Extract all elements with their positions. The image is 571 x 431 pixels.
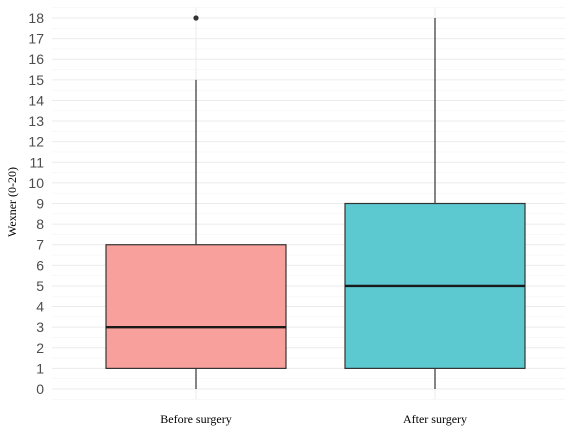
box-after-surgery [344, 18, 526, 389]
y-tick-label: 17 [28, 31, 44, 47]
y-tick-label: 3 [36, 319, 44, 335]
x-tick-label: Before surgery [160, 412, 231, 426]
y-tick-label: 0 [36, 381, 44, 397]
y-tick-label: 12 [28, 134, 44, 150]
box-before-surgery [105, 15, 287, 389]
y-axis-title: Wexner (0-20) [5, 167, 19, 237]
y-tick-label: 5 [36, 278, 44, 294]
y-tick-label: 1 [36, 360, 44, 376]
y-tick-label: 16 [28, 51, 44, 67]
y-tick-label: 8 [36, 216, 44, 232]
y-tick-label: 10 [28, 175, 44, 191]
y-tick-label: 6 [36, 257, 44, 273]
y-tick-label: 11 [29, 154, 44, 170]
y-tick-label: 13 [28, 113, 44, 129]
y-tick-label: 7 [36, 237, 44, 253]
outlier-point [193, 15, 199, 21]
box-series [105, 15, 526, 389]
y-tick-label: 2 [36, 340, 44, 356]
x-tick-label: After surgery [403, 412, 467, 426]
y-tick-label: 18 [28, 10, 44, 26]
y-tick-label: 9 [36, 196, 44, 212]
y-tick-label: 4 [36, 299, 44, 315]
y-tick-label: 15 [28, 72, 44, 88]
x-axis-ticks: Before surgery After surgery [160, 412, 467, 426]
y-tick-label: 14 [28, 92, 44, 108]
box-rect [105, 244, 287, 369]
